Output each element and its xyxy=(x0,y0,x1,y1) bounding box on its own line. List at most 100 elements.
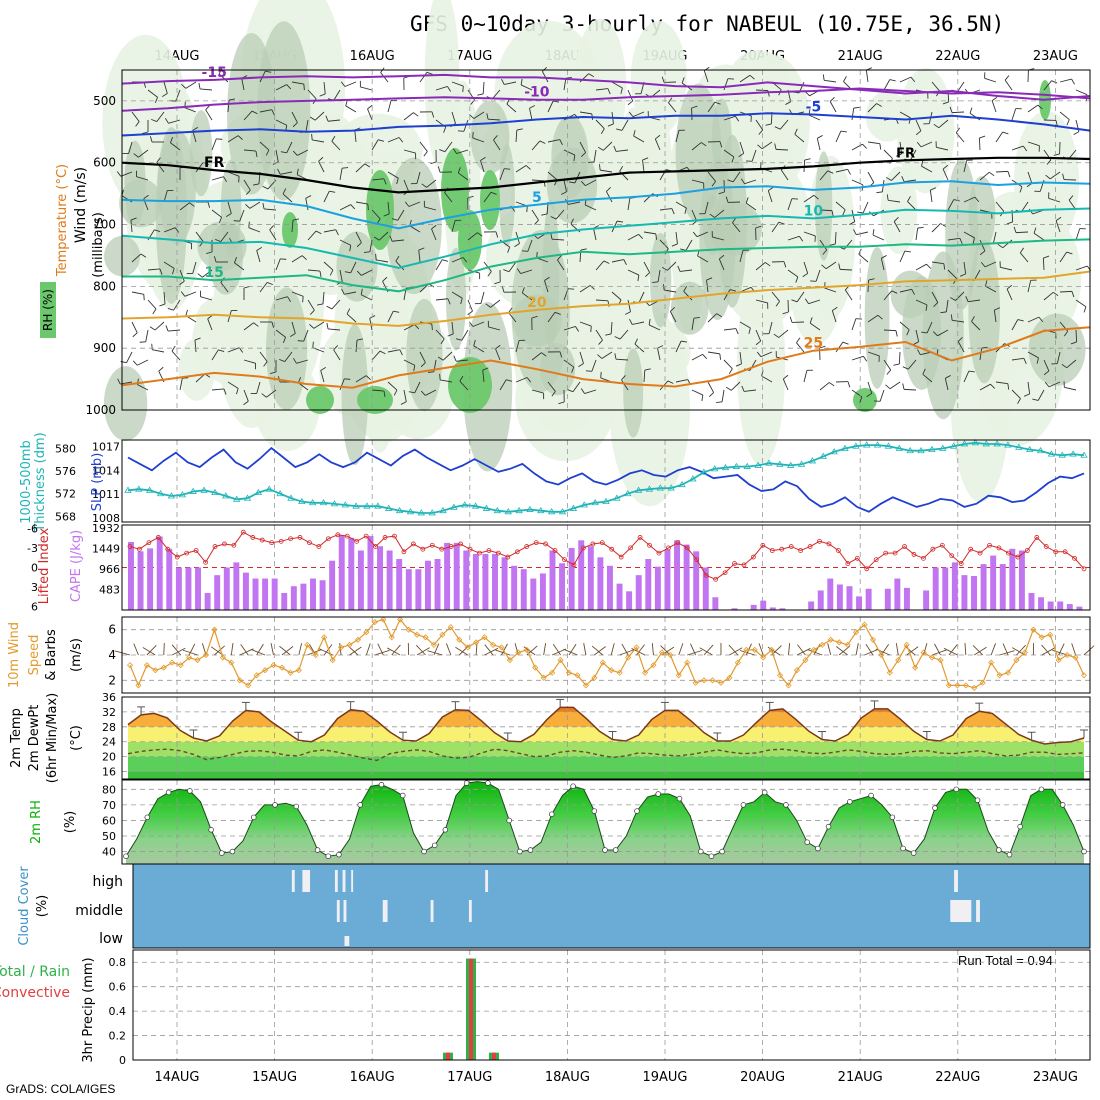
rh-marker xyxy=(996,847,1002,853)
wind-barb-flag xyxy=(319,93,326,97)
wind-barb xyxy=(355,375,367,383)
wind-barb-flag xyxy=(969,107,973,114)
thickness-marker xyxy=(1015,443,1023,450)
surface-wind-barb xyxy=(895,643,899,656)
wind-speed-marker xyxy=(228,659,235,666)
temp-band xyxy=(128,756,1084,772)
surface-wind-barb xyxy=(270,643,274,656)
wind-barb-flag xyxy=(356,338,364,341)
surface-wind-barb xyxy=(1016,644,1026,656)
li-marker xyxy=(420,546,426,552)
li-marker xyxy=(193,548,199,553)
wind-barb-flag xyxy=(605,333,612,336)
wind-barb-flag xyxy=(437,356,444,361)
wind-barb xyxy=(819,239,828,251)
wind-barb xyxy=(211,388,224,391)
wind-barb xyxy=(714,209,725,218)
wind-barb-flag xyxy=(130,217,137,221)
wind-barb xyxy=(313,321,325,329)
cape-bar xyxy=(319,580,326,610)
wind-barb-flag xyxy=(1023,393,1030,397)
rh-mid-area xyxy=(1028,313,1086,386)
wind-barb-flag xyxy=(638,234,644,240)
wind-barb xyxy=(243,179,251,191)
wind-barb xyxy=(1011,357,1024,361)
wind-barb-flag xyxy=(642,157,649,161)
wind-barb-flag xyxy=(677,265,681,272)
li-marker xyxy=(429,542,435,548)
wind-barb-flag xyxy=(218,349,225,352)
surface-wind-barb xyxy=(142,647,156,656)
wind-barb xyxy=(220,282,229,293)
wind-barb xyxy=(1027,171,1033,184)
cape-bar xyxy=(760,600,767,610)
cape-bar xyxy=(434,559,441,610)
wind-barb xyxy=(280,171,293,175)
wind-barb xyxy=(1015,231,1029,234)
wind-barb-flag xyxy=(876,103,882,107)
wind-barb xyxy=(835,130,842,143)
surface-wind-barb xyxy=(594,646,606,656)
thickness-marker xyxy=(884,442,893,449)
wind-barb xyxy=(942,168,949,181)
wind-barb xyxy=(339,269,343,282)
wind-barb-flag xyxy=(607,88,611,95)
wind-barb-flag xyxy=(457,167,461,174)
wind-barb-flag xyxy=(568,181,576,184)
wind-barb xyxy=(899,111,911,119)
wind-barb xyxy=(256,250,261,263)
wind-barb xyxy=(387,381,398,391)
wind-barb-flag xyxy=(921,331,928,334)
wind-barb-flag xyxy=(1019,186,1023,193)
wind-barb xyxy=(691,318,695,331)
surface-wind-barb xyxy=(1083,645,1095,656)
rh-area xyxy=(126,781,1084,864)
wind-barb xyxy=(595,299,609,302)
thickness-marker xyxy=(743,462,751,469)
wind-barb-flag xyxy=(701,394,704,402)
wind-barb xyxy=(291,321,296,334)
wind-barb xyxy=(147,89,158,98)
wind-barb-flag xyxy=(365,375,371,381)
wind-barb-flag xyxy=(616,220,624,223)
wind-barb xyxy=(595,119,605,129)
temp-band xyxy=(128,771,1084,779)
wind-barb-flag xyxy=(1066,251,1073,255)
wind-barb-flag xyxy=(876,191,883,194)
thickness-marker xyxy=(1025,445,1034,453)
wind-barb xyxy=(851,318,857,331)
wind-barb xyxy=(712,236,725,241)
wind-barb-flag xyxy=(398,137,404,143)
wind-barb xyxy=(605,191,613,203)
cape-bar xyxy=(530,578,537,610)
wind-barb xyxy=(444,141,453,152)
cape-bar xyxy=(511,565,518,610)
temperature-axis-label: Temperature (°C) xyxy=(55,164,70,277)
wind-barb xyxy=(819,209,833,212)
wind-speed-marker xyxy=(658,649,665,656)
wind-barb-flag xyxy=(373,236,380,241)
wind-barb-flag xyxy=(413,112,419,117)
isotherm-line xyxy=(122,238,1091,293)
wind-speed-marker xyxy=(565,669,573,676)
wind-barb-flag xyxy=(192,126,199,131)
cape-bar xyxy=(846,586,853,610)
rh-axis-label: RH (%) xyxy=(41,289,55,331)
wind-barb-flag xyxy=(942,164,949,170)
cape-bar xyxy=(415,569,422,610)
wind-barb xyxy=(779,119,789,130)
pressure-tick-label: 800 xyxy=(93,279,116,293)
wind-barb-flag xyxy=(455,338,462,341)
li-marker xyxy=(798,548,804,553)
thickness-axis-label: 1000-500mb xyxy=(19,440,34,524)
wind-barb xyxy=(291,255,303,263)
thickness-marker xyxy=(1004,441,1012,448)
wind-barb xyxy=(147,299,157,310)
wind-barb xyxy=(522,292,533,301)
wind-barb-flag xyxy=(554,311,561,315)
cape-bar xyxy=(817,590,824,610)
wind-barb-flag xyxy=(495,344,501,350)
isotherm-label: 15 xyxy=(204,265,223,281)
wind-barb-flag xyxy=(271,321,275,328)
wind-barb xyxy=(879,389,885,402)
